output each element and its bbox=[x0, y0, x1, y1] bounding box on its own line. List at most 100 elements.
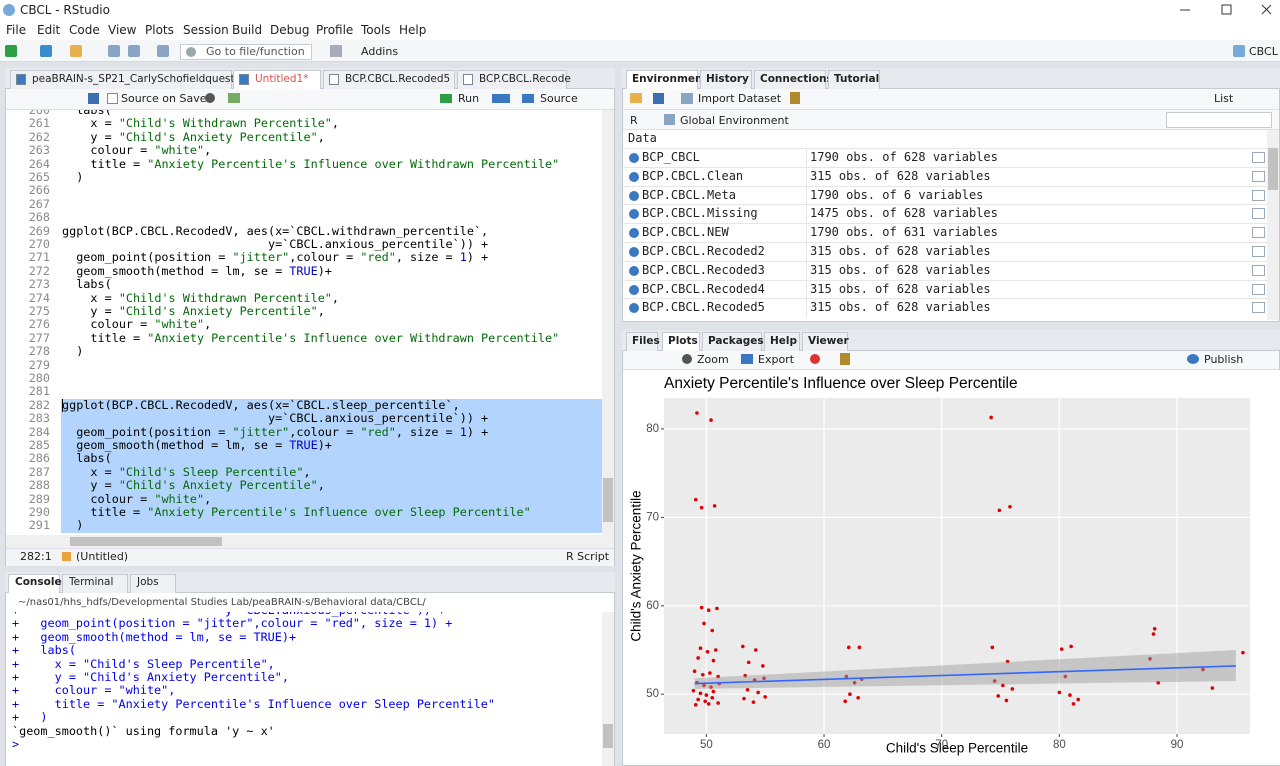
env-tab-label[interactable]: Connections bbox=[760, 73, 833, 85]
addins-button[interactable]: Addins bbox=[361, 45, 398, 58]
zoom-button[interactable]: Zoom bbox=[697, 353, 729, 366]
column-divider bbox=[806, 280, 807, 299]
point bbox=[1068, 693, 1072, 697]
console-line: + title = "Anxiety Percentile's Influenc… bbox=[12, 698, 495, 711]
x-tick-label: 50 bbox=[700, 739, 713, 751]
source-on-save[interactable]: Source on Save bbox=[121, 92, 206, 105]
view-icon bbox=[1252, 171, 1265, 182]
menu-item[interactable]: Build bbox=[232, 23, 262, 37]
console-line: + geom_point(position = "jitter",colour … bbox=[12, 617, 452, 630]
line-number: 281 bbox=[6, 385, 50, 398]
object-name[interactable]: BCP.CBCL.Recoded3 bbox=[642, 263, 765, 277]
project-name[interactable]: CBCL bbox=[1249, 45, 1278, 58]
status-file-icon bbox=[62, 552, 71, 561]
toolbar-icon bbox=[5, 45, 17, 57]
source-button[interactable]: Source bbox=[540, 92, 578, 105]
line-number: 290 bbox=[6, 506, 50, 519]
menu-item[interactable]: Session bbox=[183, 23, 229, 37]
menu-item[interactable]: File bbox=[6, 23, 26, 37]
pane-tab-label[interactable]: Viewer bbox=[808, 335, 849, 347]
console-line: + geom_smooth(method = lm, se = TRUE)+ bbox=[12, 631, 296, 644]
code-line: ggplot(BCP.CBCL.RecodedV, aes(x=`CBCL.wi… bbox=[62, 225, 488, 238]
broom-icon bbox=[790, 92, 800, 104]
object-name[interactable]: BCP.CBCL.Meta bbox=[642, 188, 736, 202]
object-name[interactable]: BCP.CBCL.Recoded2 bbox=[642, 244, 765, 258]
point bbox=[756, 691, 760, 695]
column-divider bbox=[806, 261, 807, 280]
point bbox=[1076, 698, 1080, 702]
line-number: 277 bbox=[6, 332, 50, 345]
export-button[interactable]: Export bbox=[758, 353, 794, 366]
menu-item[interactable]: Help bbox=[399, 23, 426, 37]
file-icon bbox=[463, 74, 473, 85]
object-name[interactable]: BCP_CBCL bbox=[642, 150, 700, 164]
point bbox=[746, 688, 750, 692]
point bbox=[699, 646, 703, 650]
source-tab-label[interactable]: Untitled1* bbox=[255, 73, 308, 85]
line-number: 263 bbox=[6, 144, 50, 157]
pane-tab-label[interactable]: Help bbox=[770, 335, 797, 347]
status-file[interactable]: (Untitled) bbox=[76, 550, 128, 563]
menu-item[interactable]: Tools bbox=[361, 23, 391, 37]
code-line: geom_point(position = "jitter",colour = … bbox=[62, 251, 488, 264]
console-tab-label[interactable]: Jobs bbox=[137, 576, 159, 588]
expand-icon bbox=[629, 266, 639, 276]
point bbox=[700, 506, 704, 510]
object-value: 315 obs. of 628 variables bbox=[810, 169, 991, 183]
menu-item[interactable]: View bbox=[108, 23, 136, 37]
view-mode[interactable]: List bbox=[1214, 92, 1233, 105]
toolbar-icon bbox=[40, 45, 52, 57]
console-tab-label[interactable]: Console bbox=[15, 576, 62, 588]
object-name[interactable]: BCP.CBCL.Missing bbox=[642, 206, 758, 220]
env-tab-label[interactable]: Tutorial bbox=[834, 73, 879, 85]
env-tab-label[interactable]: Environment bbox=[632, 73, 708, 85]
console-line: + y = "Child's Anxiety Percentile", bbox=[12, 671, 289, 684]
console-tab-label[interactable]: Terminal bbox=[69, 576, 113, 588]
status-filetype[interactable]: R Script bbox=[566, 550, 609, 563]
console-line: + colour = "white", bbox=[12, 684, 175, 697]
view-icon bbox=[1252, 302, 1265, 313]
menu-item[interactable]: Code bbox=[69, 23, 100, 37]
goto-placeholder[interactable]: Go to file/function bbox=[206, 45, 305, 58]
object-value: 315 obs. of 628 variables bbox=[810, 300, 991, 314]
view-icon bbox=[1252, 190, 1265, 201]
language-select[interactable]: R bbox=[630, 114, 638, 127]
point bbox=[700, 606, 704, 610]
point bbox=[715, 607, 719, 611]
env-tab-label[interactable]: History bbox=[706, 73, 749, 85]
source-icon bbox=[522, 94, 534, 103]
menu-item[interactable]: Profile bbox=[316, 23, 353, 37]
expand-icon bbox=[629, 247, 639, 257]
pane-tab-label[interactable]: Plots bbox=[668, 335, 698, 347]
object-name[interactable]: BCP.CBCL.Clean bbox=[642, 169, 743, 183]
editor-hscroll-thumb bbox=[70, 537, 222, 546]
import-dataset[interactable]: Import Dataset bbox=[698, 92, 781, 105]
source-tab-label[interactable]: BCP.CBCL.Recode bbox=[479, 73, 571, 85]
menu-item[interactable]: Debug bbox=[270, 23, 309, 37]
pane-tab-label[interactable]: Packages bbox=[708, 335, 764, 347]
object-name[interactable]: BCP.CBCL.Recoded5 bbox=[642, 300, 765, 314]
run-button[interactable]: Run bbox=[458, 92, 479, 105]
point bbox=[848, 692, 852, 696]
object-name[interactable]: BCP.CBCL.Recoded4 bbox=[642, 282, 765, 296]
line-number: 282 bbox=[6, 399, 50, 412]
object-value: 1790 obs. of 6 variables bbox=[810, 188, 983, 202]
pane-tab-label[interactable]: Files bbox=[632, 335, 660, 347]
point bbox=[699, 692, 703, 696]
object-name[interactable]: BCP.CBCL.NEW bbox=[642, 225, 729, 239]
file-icon bbox=[239, 74, 249, 85]
x-axis-label: Child's Sleep Percentile bbox=[886, 741, 1028, 756]
line-number: 276 bbox=[6, 318, 50, 331]
broom-icon bbox=[840, 353, 850, 365]
source-tab-label[interactable]: BCP.CBCL.Recoded5 bbox=[345, 73, 450, 85]
menu-item[interactable]: Edit bbox=[37, 23, 60, 37]
code-line: title = "Anxiety Percentile's Influence … bbox=[62, 158, 559, 171]
menu-item[interactable]: Plots bbox=[145, 23, 174, 37]
source-tab-label[interactable]: peaBRAIN-s_SP21_CarlySchofieldquesti... bbox=[32, 73, 248, 85]
object-value: 1475 obs. of 628 variables bbox=[810, 206, 998, 220]
env-scope[interactable]: Global Environment bbox=[680, 114, 789, 127]
y-axis-label: Child's Anxiety Percentile bbox=[629, 490, 644, 641]
publish-button[interactable]: Publish bbox=[1204, 353, 1243, 366]
window-controls[interactable] bbox=[1168, 0, 1278, 20]
wand-icon bbox=[228, 93, 240, 103]
